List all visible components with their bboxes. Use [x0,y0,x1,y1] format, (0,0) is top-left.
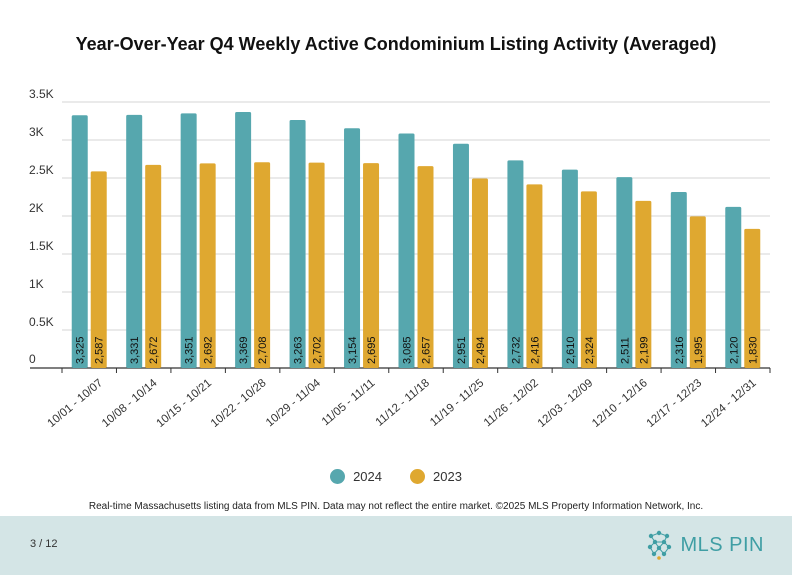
y-tick-label: 3.5K [29,87,54,101]
data-label-2023: 2,324 [584,336,596,364]
page-number: 3 / 12 [30,538,58,550]
bar-2024 [235,111,252,369]
bar-2024 [725,206,742,368]
chart-legend: 2024 2023 [0,469,792,484]
data-label-2024: 3,369 [238,336,250,364]
bar-2023 [90,171,107,368]
data-label-2024: 3,351 [184,336,196,364]
bar-2024 [126,114,143,369]
legend-item-2023: 2023 [410,469,462,484]
chart-title: Year-Over-Year Q4 Weekly Active Condomin… [75,34,717,54]
bar-2023 [689,216,706,368]
x-tick-label: 11/05 - 11/11 [320,377,378,428]
data-label-2023: 2,695 [366,336,378,364]
bar-2023 [471,178,488,368]
y-tick-label: 0 [29,352,36,366]
bar-2024 [670,191,687,368]
data-label-2023: 1,995 [693,336,705,364]
y-tick-label: 1K [29,277,44,291]
x-tick-label: 12/03 - 12/09 [536,377,596,430]
data-label-2023: 2,494 [475,336,487,364]
bar-2023 [363,163,380,368]
x-tick-label: 11/19 - 11/25 [428,377,486,429]
data-label-2024: 2,316 [674,336,686,364]
bar-2023 [744,228,761,368]
data-label-2023: 2,657 [421,336,433,364]
y-tick-label: 0.5K [29,315,54,329]
y-tick-label: 1.5K [29,239,54,253]
x-tick-label: 10/15 - 10/21 [154,377,214,430]
data-label-2023: 2,702 [312,336,324,364]
data-label-2024: 2,511 [619,337,631,364]
bar-2023 [199,163,216,368]
data-label-2024: 3,154 [347,336,359,364]
legend-item-2024: 2024 [330,469,382,484]
x-tick-label: 12/24 - 12/31 [699,377,759,430]
data-label-2024: 3,325 [75,336,87,364]
y-tick-label: 3K [29,125,44,139]
bar-2024 [561,169,578,368]
bar-2024 [344,128,361,368]
data-label-2024: 3,263 [293,336,305,364]
bar-2023 [526,184,543,368]
footer-bar: 3 / 12 MLS PIN [0,516,792,575]
data-label-2024: 2,732 [510,336,522,364]
bar-2023 [254,162,271,368]
x-tick-label: 12/10 - 12/16 [590,377,650,430]
data-label-2024: 2,610 [565,336,577,364]
bar-2024 [289,120,306,369]
bar-2024 [71,115,88,368]
legend-label-2023: 2023 [433,469,462,484]
x-tick-label: 12/17 - 12/23 [645,377,705,430]
mls-pin-logo: MLS PIN [646,530,764,560]
legend-label-2024: 2024 [353,469,382,484]
data-label-2023: 2,416 [529,336,541,364]
bar-2024 [616,177,633,368]
data-label-2024: 2,120 [728,336,740,364]
data-label-2023: 2,199 [638,336,650,364]
bar-2023 [580,191,597,368]
data-label-2024: 3,085 [402,336,414,364]
y-tick-label: 2K [29,201,44,215]
x-tick-label: 11/26 - 12/02 [482,377,541,429]
data-label-2023: 1,830 [747,336,759,364]
x-tick-label: 10/01 - 10/07 [46,377,106,430]
x-tick-label: 10/08 - 10/14 [100,377,160,430]
bar-2023 [145,164,162,368]
bar-2023 [635,200,652,368]
legend-swatch-2023 [410,469,425,484]
bar-2023 [308,162,325,368]
logo-text: MLS PIN [680,533,764,556]
bar-2024 [398,133,415,368]
x-tick-label: 10/29 - 11/04 [264,377,323,430]
bar-chart: 0 0.5K 1K 1.5K 2K 2.5K 3K 3.5K 3,325 2,587 10/01 -… [29,87,771,430]
data-label-2023: 2,692 [203,336,215,364]
data-label-2023: 2,587 [94,336,106,364]
data-label-2024: 3,331 [129,336,141,364]
data-label-2024: 2,951 [456,336,468,364]
x-tick-label: 10/22 - 10/28 [209,377,269,430]
data-label-2023: 2,708 [257,336,269,364]
x-tick-label: 11/12 - 11/18 [374,377,432,429]
network-logo-icon [648,530,672,560]
bar-2024 [452,143,469,368]
y-tick-label: 2.5K [29,163,54,177]
data-label-2023: 2,672 [148,336,160,364]
legend-swatch-2024 [330,469,346,484]
bar-2023 [417,166,434,368]
footnote: Real-time Massachusetts listing data fro… [88,501,704,512]
bar-2024 [180,113,197,368]
bar-2024 [507,160,524,368]
